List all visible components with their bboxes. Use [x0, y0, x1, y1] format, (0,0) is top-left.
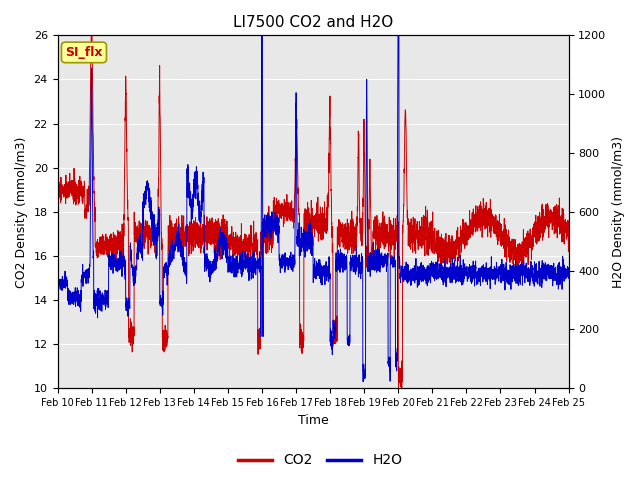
X-axis label: Time: Time — [298, 414, 328, 427]
Y-axis label: CO2 Density (mmol/m3): CO2 Density (mmol/m3) — [15, 136, 28, 288]
Text: SI_flx: SI_flx — [65, 46, 102, 59]
Y-axis label: H2O Density (mmol/m3): H2O Density (mmol/m3) — [612, 136, 625, 288]
Legend: CO2, H2O: CO2, H2O — [232, 448, 408, 473]
Title: LI7500 CO2 and H2O: LI7500 CO2 and H2O — [233, 15, 393, 30]
